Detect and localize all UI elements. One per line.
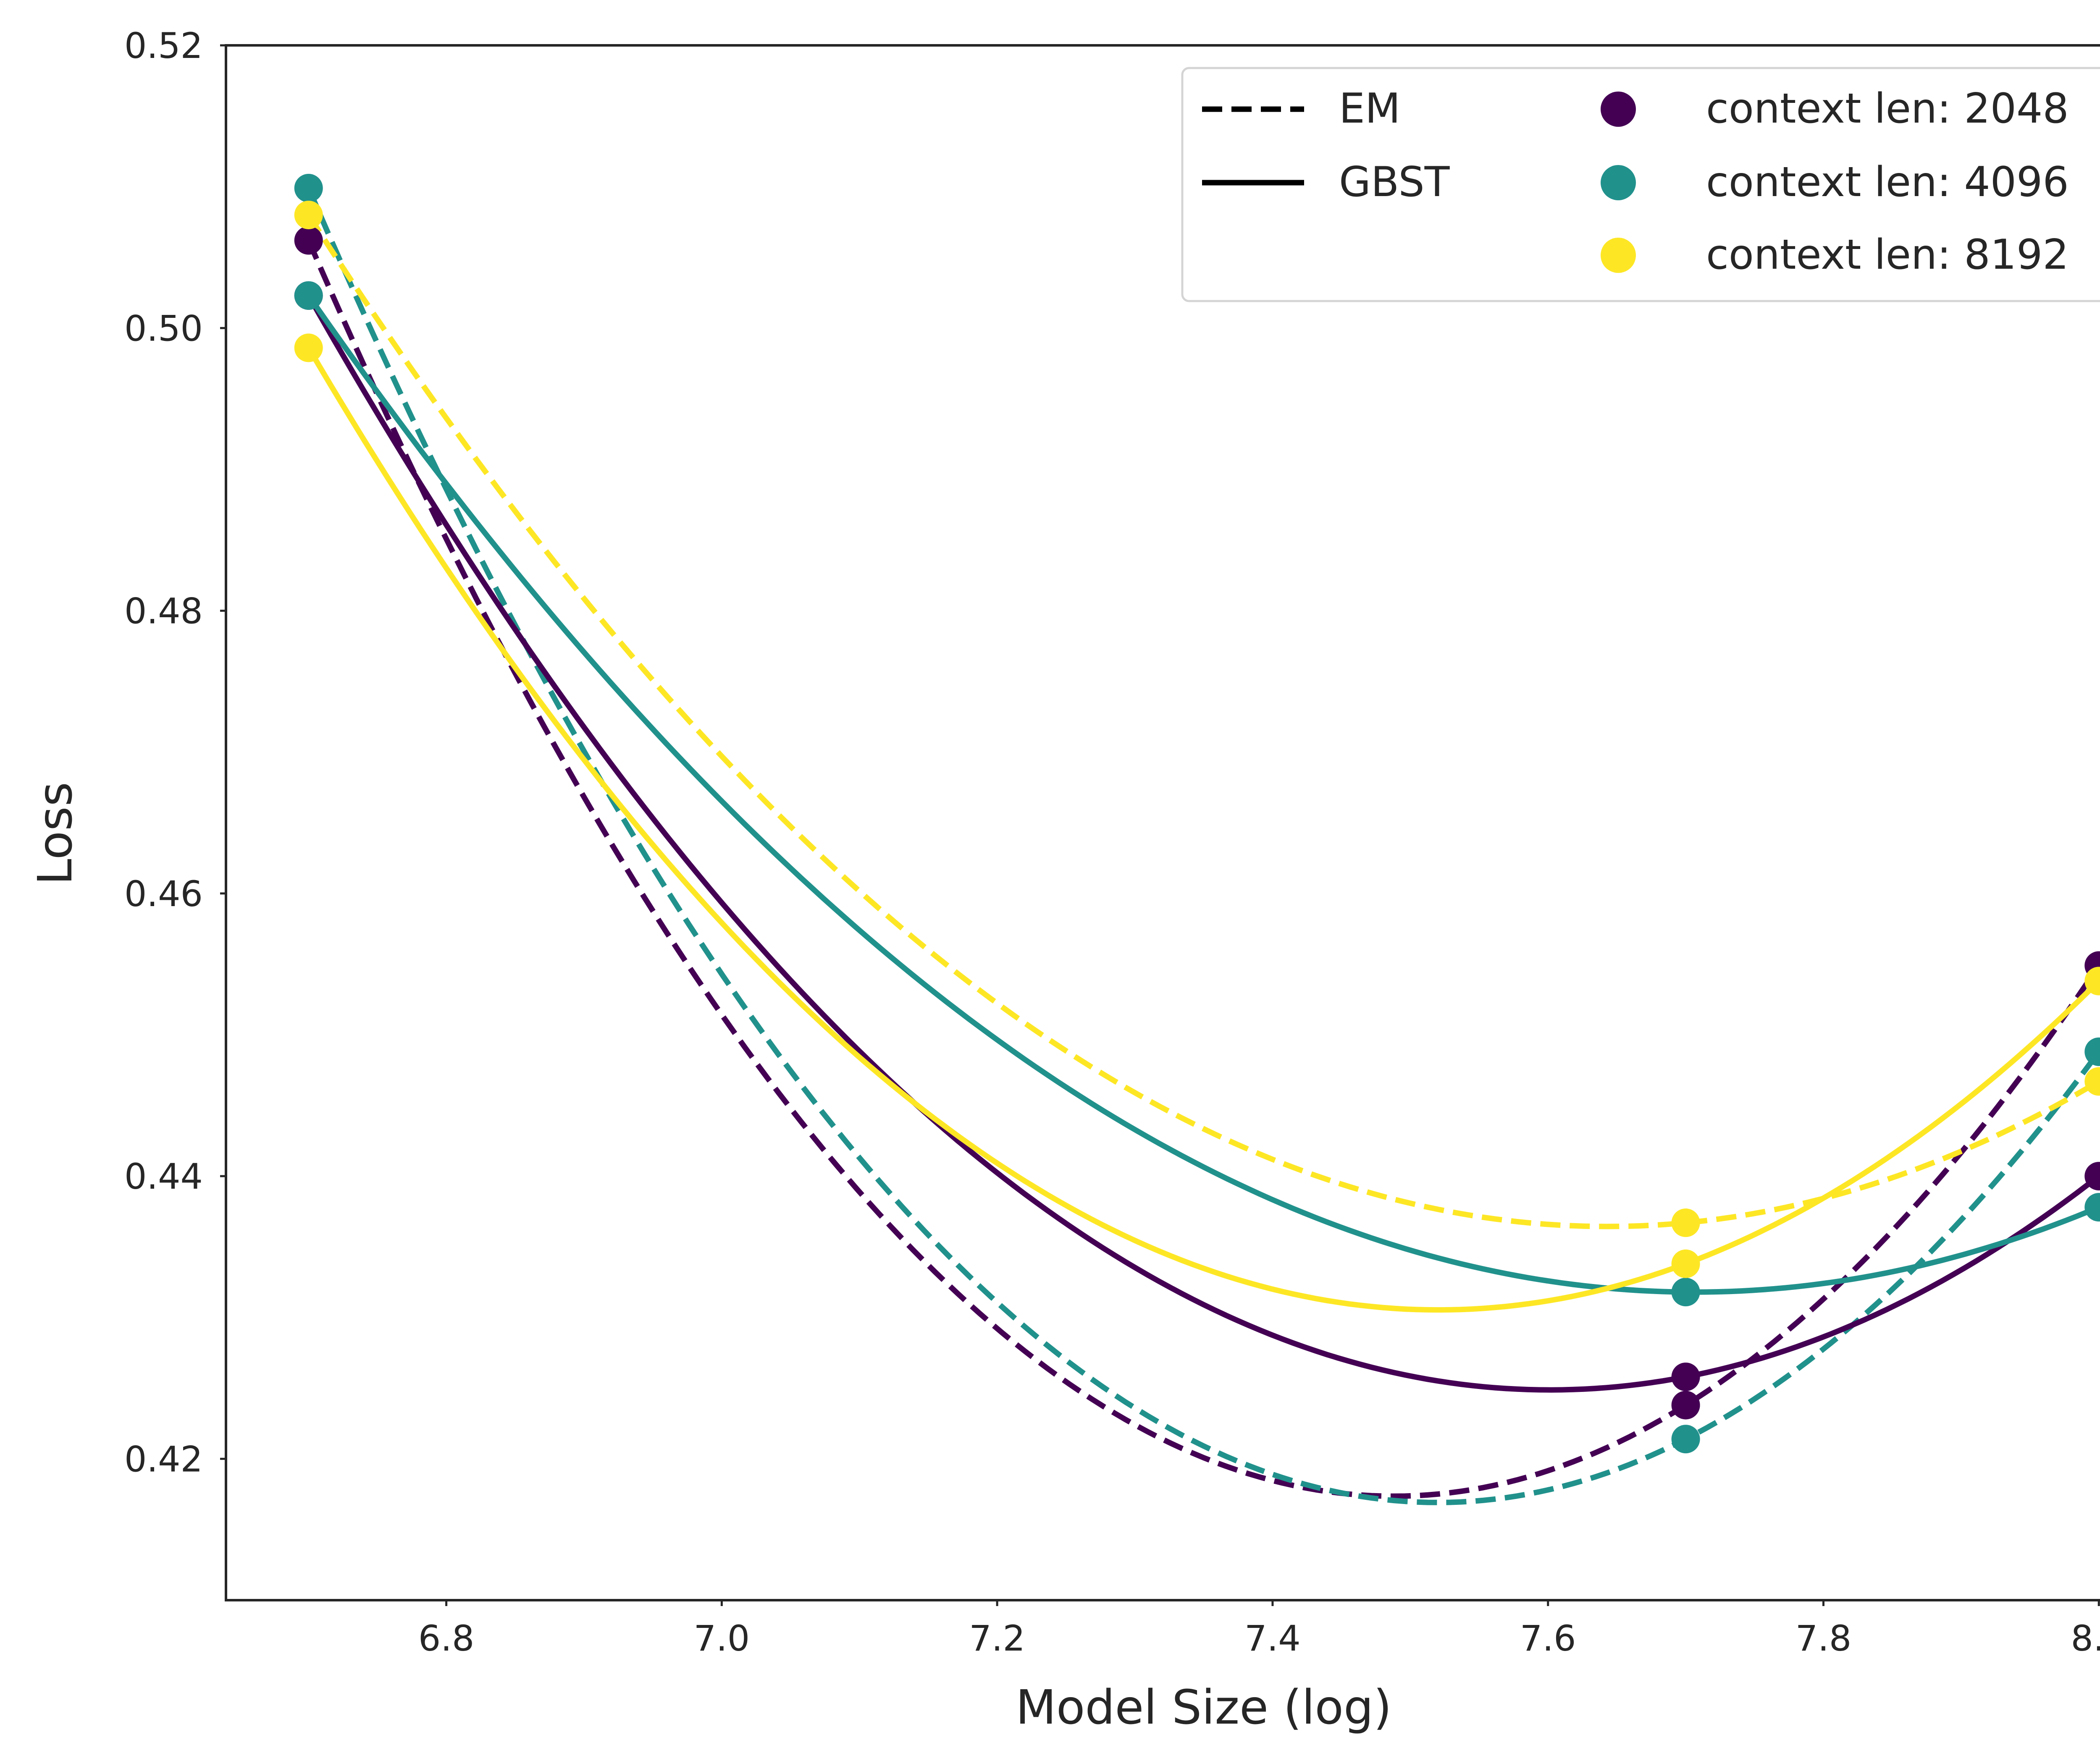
- points-layer: [294, 174, 2100, 1454]
- data-point-gbst-context-len-2048: [1671, 1363, 1700, 1392]
- x-tick-label: 6.8: [418, 1618, 475, 1659]
- legend-marker-8192: [1601, 238, 1636, 273]
- x-tick-label: 7.6: [1520, 1618, 1576, 1659]
- data-point-em-context-len-8192: [2084, 1067, 2100, 1096]
- data-point-gbst-context-len-4096: [1671, 1278, 1700, 1307]
- data-point-gbst-context-len-4096: [2084, 1193, 2100, 1222]
- data-point-em-context-len-4096: [1671, 1425, 1700, 1454]
- data-point-gbst-context-len-8192: [1671, 1249, 1700, 1278]
- legend-gbst-label: GBST: [1339, 158, 1450, 206]
- legend: EM GBST context len: 2048 context len: 4…: [1181, 67, 2100, 302]
- legend-context-2048-label: context len: 2048: [1706, 85, 2069, 133]
- y-tick-label: 0.44: [124, 1156, 203, 1197]
- series-line-em-context-len-8192: [306, 213, 2100, 1229]
- y-axis-label: Loss: [28, 782, 83, 885]
- data-point-gbst-context-len-8192: [2084, 967, 2100, 996]
- plot-frame: [225, 44, 2100, 1601]
- x-tick-label: 7.8: [1796, 1618, 1852, 1659]
- y-tick-label: 0.48: [124, 591, 203, 632]
- legend-context-8192-label: context len: 8192: [1706, 231, 2069, 279]
- data-point-em-context-len-8192: [294, 200, 323, 229]
- data-point-em-context-len-4096: [294, 174, 323, 203]
- y-tick-label: 0.42: [124, 1439, 203, 1480]
- series-line-gbst-context-len-2048: [306, 294, 2100, 1393]
- x-tick-label: 7.2: [969, 1618, 1025, 1659]
- data-point-em-context-len-4096: [2084, 1037, 2100, 1066]
- data-point-em-context-len-2048: [294, 226, 323, 255]
- x-tick-label: 7.0: [694, 1618, 750, 1659]
- series-line-em-context-len-4096: [306, 187, 2100, 1505]
- x-axis-label: Model Size (log): [1016, 1680, 1392, 1735]
- legend-marker-4096: [1601, 165, 1636, 200]
- y-tick-label: 0.52: [124, 25, 203, 66]
- data-point-em-context-len-8192: [1671, 1208, 1700, 1237]
- data-point-gbst-context-len-8192: [294, 333, 323, 362]
- legend-marker-2048: [1601, 92, 1636, 127]
- y-tick-label: 0.50: [124, 308, 203, 349]
- y-tick-label: 0.46: [124, 873, 203, 915]
- x-tick-label: 8.0: [2071, 1618, 2100, 1659]
- x-tick-layer: 6.8 7.0 7.2 7.4 7.6 7.8 8.0: [418, 1600, 2100, 1659]
- data-point-em-context-len-2048: [1671, 1391, 1700, 1420]
- series-line-gbst-context-len-4096: [306, 294, 2100, 1295]
- x-tick-label: 7.4: [1244, 1618, 1301, 1659]
- data-point-gbst-context-len-2048: [2084, 1162, 2100, 1191]
- series-line-gbst-context-len-8192: [306, 346, 2100, 1313]
- data-point-gbst-context-len-4096: [294, 281, 323, 310]
- legend-box: [1181, 67, 2100, 302]
- series-layer: [306, 187, 2100, 1505]
- legend-context-4096-label: context len: 4096: [1706, 158, 2069, 206]
- legend-em-label: EM: [1339, 85, 1400, 133]
- y-tick-layer: 0.42 0.44 0.46 0.48 0.50 0.52: [124, 25, 226, 1480]
- series-line-em-context-len-2048: [306, 239, 2100, 1499]
